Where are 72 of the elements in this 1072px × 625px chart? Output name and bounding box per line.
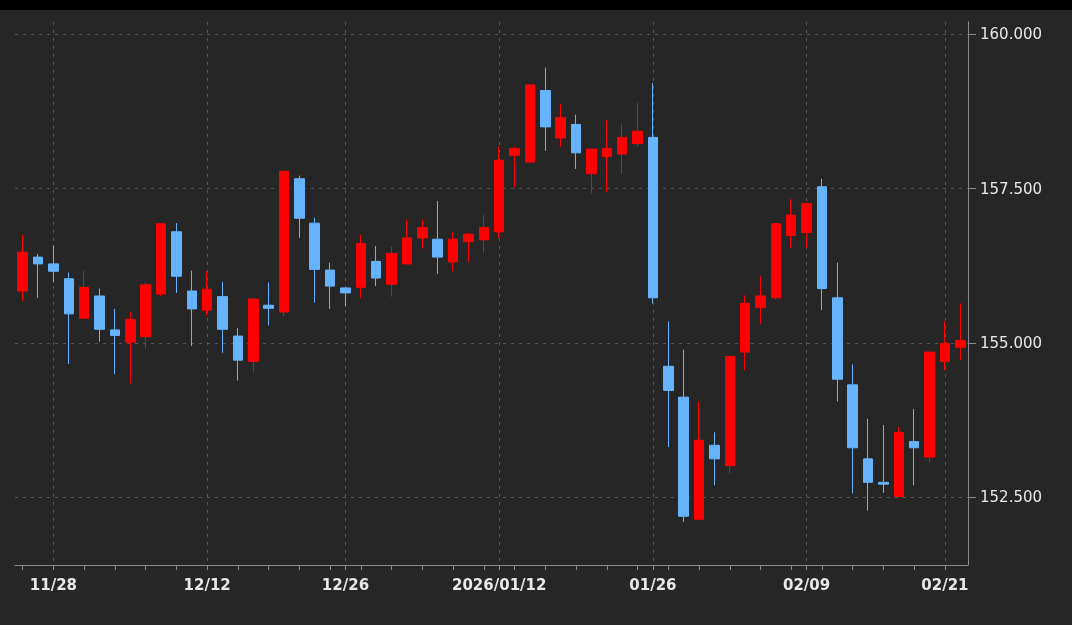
candlestick [448, 231, 458, 272]
y-tick-label: 155.000 [980, 333, 1043, 352]
candlestick [202, 270, 212, 317]
x-tick-label: 02/21 [921, 575, 969, 594]
candlestick [325, 262, 335, 310]
candlestick [402, 218, 412, 265]
x-tick-label: 2026/01/12 [451, 575, 547, 594]
candlestick [110, 308, 120, 375]
candlestick [263, 281, 274, 327]
candlestick [540, 67, 551, 152]
candlestick [279, 170, 289, 317]
y-tick-label: 157.500 [980, 179, 1043, 198]
candlestick [140, 281, 151, 349]
candlestick [432, 200, 443, 275]
candlestick [48, 244, 59, 283]
candlestick [509, 146, 520, 188]
candlestick [955, 302, 966, 361]
candlestick [586, 148, 597, 195]
candlestick [525, 84, 535, 163]
candlestick [725, 355, 735, 474]
x-tick-label: 12/26 [321, 575, 370, 594]
candlestick [940, 320, 950, 371]
candlestick [340, 286, 351, 307]
candlestick [417, 218, 428, 249]
candlestick [832, 262, 843, 402]
candlestick [309, 217, 320, 304]
candlestick [694, 400, 704, 520]
candlestick [479, 214, 489, 254]
candlestick [156, 222, 166, 297]
candlestick [801, 202, 812, 249]
candlestick [924, 351, 935, 464]
candlestick [94, 288, 105, 343]
candlestick [555, 103, 566, 148]
candlestick [33, 253, 43, 299]
y-tick-label: 160.000 [980, 25, 1043, 44]
candlestick [79, 270, 89, 319]
candlestick [171, 222, 182, 294]
y-tick-label: 152.500 [980, 488, 1043, 507]
candlestick [17, 234, 28, 302]
x-tick-label: 01/26 [629, 575, 677, 594]
candlestick [125, 311, 136, 385]
candlestick [187, 270, 197, 347]
candlestick [755, 275, 766, 325]
candlestick [771, 223, 781, 301]
candlestick [371, 245, 381, 287]
candlestick [248, 297, 259, 373]
candlestick [817, 178, 827, 311]
candlestick [709, 431, 720, 486]
candlestick [878, 424, 889, 494]
candlestick [617, 123, 627, 175]
candlestick [847, 363, 858, 494]
candlestick [894, 426, 904, 498]
x-tick-label: 11/28 [29, 575, 78, 594]
candlestick [909, 408, 919, 486]
candlestick [217, 281, 228, 354]
candlestick [64, 272, 74, 365]
candlestick [786, 198, 796, 249]
x-tick-label: 12/12 [183, 575, 231, 594]
candlestick [863, 418, 873, 512]
candlestick [294, 175, 305, 239]
candlestick [663, 320, 674, 448]
candlestick [356, 234, 366, 299]
x-tick-label: 02/09 [782, 575, 831, 594]
candlestick [602, 119, 612, 193]
candlestick [463, 232, 474, 263]
candlestick [632, 102, 643, 148]
candlestick [494, 146, 504, 239]
candlestick [571, 114, 581, 170]
candlestick [233, 327, 243, 381]
candlestick [740, 294, 750, 371]
candlestick [386, 246, 397, 298]
candlestick [678, 349, 689, 523]
